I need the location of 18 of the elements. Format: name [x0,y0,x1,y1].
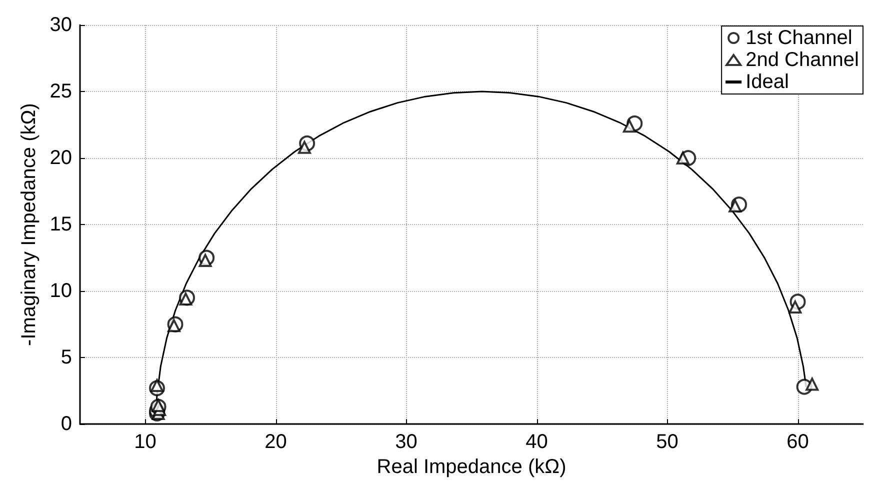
x-tick-label: 50 [656,431,678,454]
legend-label: 1st Channel [746,27,852,49]
x-tick-label: 40 [526,431,548,454]
y-tick-label: 30 [50,14,72,36]
y-tick-label: 5 [60,346,72,369]
x-tick-label: 60 [786,431,809,454]
y-tick-label: 0 [60,413,72,436]
legend-label: 2nd Channel [746,49,860,71]
x-tick-label: 30 [395,431,418,454]
y-tick-label: 20 [50,147,72,170]
legend-label: Ideal [746,71,789,93]
x-tick-label: 10 [134,431,156,454]
y-tick-label: 25 [50,80,72,103]
y-axis-title: -Imaginary Impedance (kΩ) [18,103,40,346]
y-tick-label: 15 [50,214,72,236]
x-tick-label: 20 [264,431,287,454]
x-axis-title: Real Impedance (kΩ) [376,456,566,478]
y-tick-label: 10 [50,280,72,302]
